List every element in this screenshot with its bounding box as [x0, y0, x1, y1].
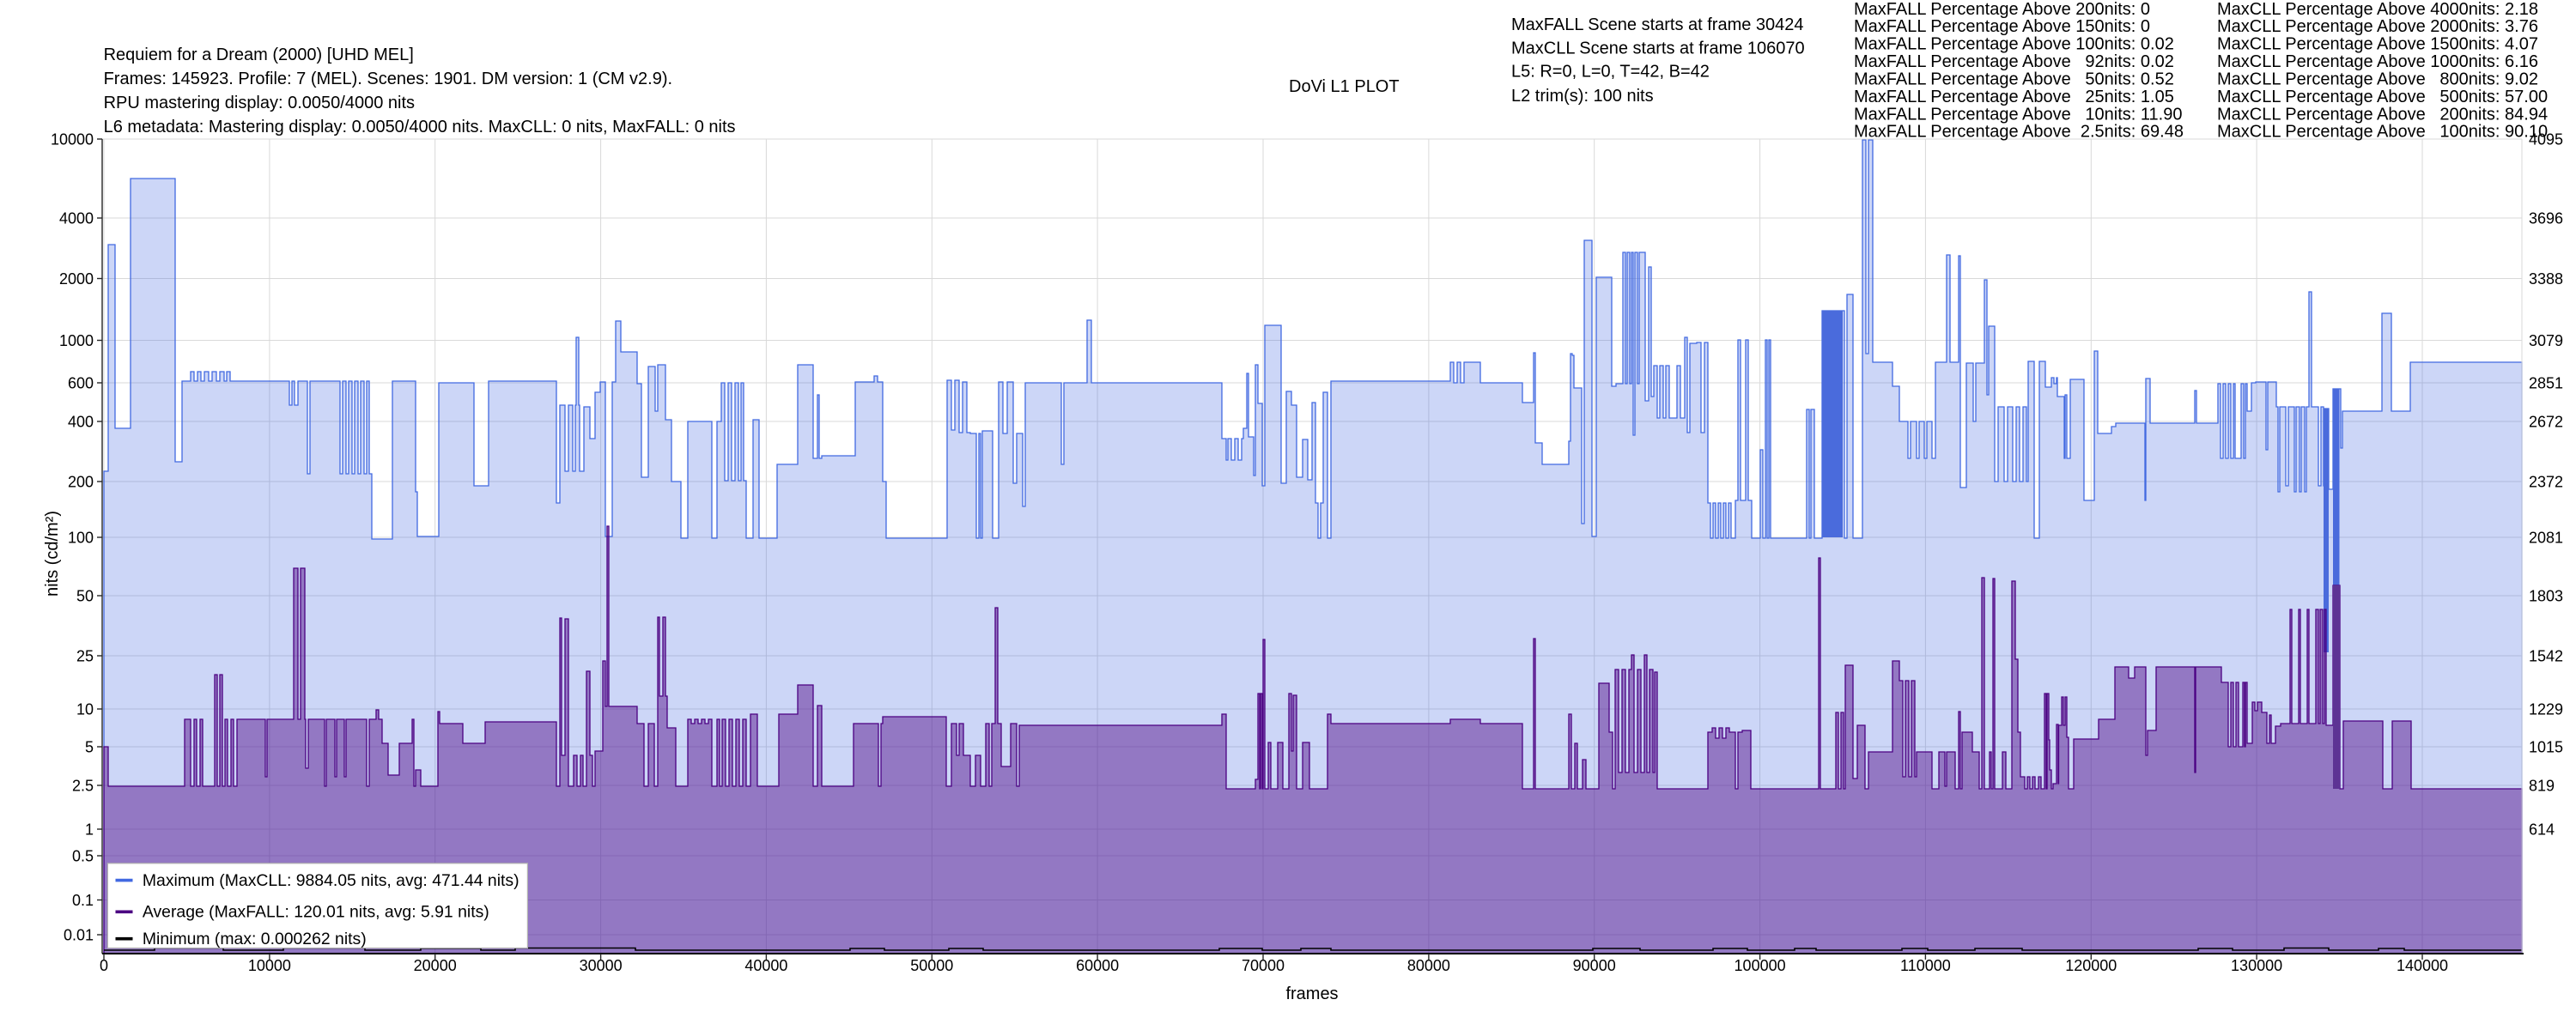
svg-text:10000: 10000: [51, 131, 94, 148]
svg-text:120000: 120000: [2065, 957, 2117, 974]
svg-text:614: 614: [2529, 821, 2555, 839]
svg-text:90000: 90000: [1573, 957, 1616, 974]
svg-text:MaxCLL Percentage Above 100n: MaxCLL Percentage Above 100nits: 90.10: [2217, 123, 2548, 142]
svg-text:MaxFALL Percentage Above 92n: MaxFALL Percentage Above 92nits: 0.02: [1854, 52, 2174, 71]
svg-text:2.5: 2.5: [72, 778, 94, 795]
svg-text:4095: 4095: [2529, 131, 2563, 148]
svg-text:L6 metadata: Mastering display: L6 metadata: Mastering display: 0.0050/4…: [104, 118, 736, 136]
svg-text:Frames: 145923. Profile: 7 (ME: Frames: 145923. Profile: 7 (MEL). Scenes…: [104, 70, 672, 88]
svg-text:130000: 130000: [2231, 957, 2282, 974]
svg-text:1000: 1000: [59, 332, 94, 349]
svg-text:0.1: 0.1: [72, 892, 94, 909]
svg-text:1229: 1229: [2529, 701, 2563, 718]
svg-text:3079: 3079: [2529, 332, 2563, 349]
svg-text:MaxFALL Scene starts at frame: MaxFALL Scene starts at frame 30424: [1511, 15, 1804, 34]
svg-text:Requiem for a Dream (2000) [UH: Requiem for a Dream (2000) [UHD MEL]: [104, 45, 414, 64]
svg-text:140000: 140000: [2397, 957, 2448, 974]
svg-text:100000: 100000: [1735, 957, 1786, 974]
svg-text:DoVi L1 PLOT: DoVi L1 PLOT: [1289, 77, 1400, 96]
svg-text:Maximum (MaxCLL: 9884.05 nits,: Maximum (MaxCLL: 9884.05 nits, avg: 471.…: [143, 871, 519, 890]
svg-text:2672: 2672: [2529, 414, 2563, 431]
svg-text:100: 100: [68, 530, 94, 547]
svg-text:5: 5: [85, 739, 94, 756]
svg-text:Minimum (max: 0.000262 nits): Minimum (max: 0.000262 nits): [143, 930, 367, 948]
svg-text:20000: 20000: [414, 957, 457, 974]
svg-text:3388: 3388: [2529, 270, 2563, 288]
svg-text:MaxCLL Percentage Above 500n: MaxCLL Percentage Above 500nits: 57.00: [2217, 88, 2548, 106]
svg-text:30000: 30000: [580, 957, 623, 974]
svg-text:MaxFALL Percentage Above 100ni: MaxFALL Percentage Above 100nits: 0.02: [1854, 35, 2174, 54]
svg-text:MaxCLL Percentage Above 800n: MaxCLL Percentage Above 800nits: 9.02: [2217, 70, 2538, 89]
svg-text:0.01: 0.01: [64, 927, 94, 944]
svg-text:1: 1: [85, 821, 94, 839]
svg-text:80000: 80000: [1407, 957, 1450, 974]
svg-text:2372: 2372: [2529, 474, 2563, 491]
svg-text:MaxCLL Percentage Above 200n: MaxCLL Percentage Above 200nits: 84.94: [2217, 105, 2548, 124]
svg-text:MaxCLL Percentage Above 1500ni: MaxCLL Percentage Above 1500nits: 4.07: [2217, 35, 2538, 54]
svg-text:0.5: 0.5: [72, 848, 94, 865]
svg-text:2000: 2000: [59, 270, 94, 288]
svg-text:3696: 3696: [2529, 210, 2563, 227]
svg-text:600: 600: [68, 375, 94, 392]
svg-text:25: 25: [76, 648, 94, 665]
svg-text:MaxFALL Percentage Above 10n: MaxFALL Percentage Above 10nits: 11.90: [1854, 105, 2182, 124]
svg-text:70000: 70000: [1242, 957, 1285, 974]
svg-text:200: 200: [68, 474, 94, 491]
svg-text:RPU mastering display: 0.0050/: RPU mastering display: 0.0050/4000 nits: [104, 94, 415, 112]
svg-text:frames: frames: [1285, 985, 1338, 1003]
svg-text:1803: 1803: [2529, 588, 2563, 605]
svg-text:MaxFALL Percentage Above 200ni: MaxFALL Percentage Above 200nits: 0: [1854, 0, 2150, 19]
svg-text:MaxFALL Percentage Above 25n: MaxFALL Percentage Above 25nits: 1.05: [1854, 88, 2174, 106]
svg-text:MaxFALL Percentage Above 150ni: MaxFALL Percentage Above 150nits: 0: [1854, 17, 2150, 36]
svg-text:60000: 60000: [1076, 957, 1119, 974]
svg-text:MaxCLL Percentage Above 4000ni: MaxCLL Percentage Above 4000nits: 2.18: [2217, 0, 2538, 19]
svg-text:MaxFALL Percentage Above 2.5n: MaxFALL Percentage Above 2.5nits: 69.48: [1854, 123, 2184, 142]
svg-text:L5: R=0, L=0, T=42, B=42: L5: R=0, L=0, T=42, B=42: [1511, 63, 1710, 82]
svg-text:MaxCLL Scene starts at frame 1: MaxCLL Scene starts at frame 106070: [1511, 39, 1805, 58]
svg-text:Average (MaxFALL: 120.01 nits,: Average (MaxFALL: 120.01 nits, avg: 5.91…: [143, 903, 489, 922]
svg-text:50000: 50000: [910, 957, 953, 974]
svg-text:MaxCLL Percentage Above 2000ni: MaxCLL Percentage Above 2000nits: 3.76: [2217, 17, 2538, 36]
svg-text:1542: 1542: [2529, 648, 2563, 665]
svg-text:2851: 2851: [2529, 375, 2563, 392]
svg-text:110000: 110000: [1900, 957, 1951, 974]
svg-text:819: 819: [2529, 778, 2555, 795]
svg-text:40000: 40000: [744, 957, 787, 974]
svg-text:MaxFALL Percentage Above 50n: MaxFALL Percentage Above 50nits: 0.52: [1854, 70, 2174, 89]
svg-text:10: 10: [76, 701, 94, 718]
svg-text:50: 50: [76, 588, 94, 605]
svg-text:nits (cd/m²): nits (cd/m²): [43, 511, 62, 597]
svg-text:L2 trim(s): 100 nits: L2 trim(s): 100 nits: [1511, 87, 1654, 106]
svg-text:4000: 4000: [59, 210, 94, 227]
svg-text:2081: 2081: [2529, 530, 2563, 547]
svg-text:0: 0: [100, 957, 108, 974]
svg-text:1015: 1015: [2529, 739, 2563, 756]
svg-text:400: 400: [68, 414, 94, 431]
svg-text:10000: 10000: [248, 957, 291, 974]
svg-text:MaxCLL Percentage Above 1000ni: MaxCLL Percentage Above 1000nits: 6.16: [2217, 52, 2538, 71]
